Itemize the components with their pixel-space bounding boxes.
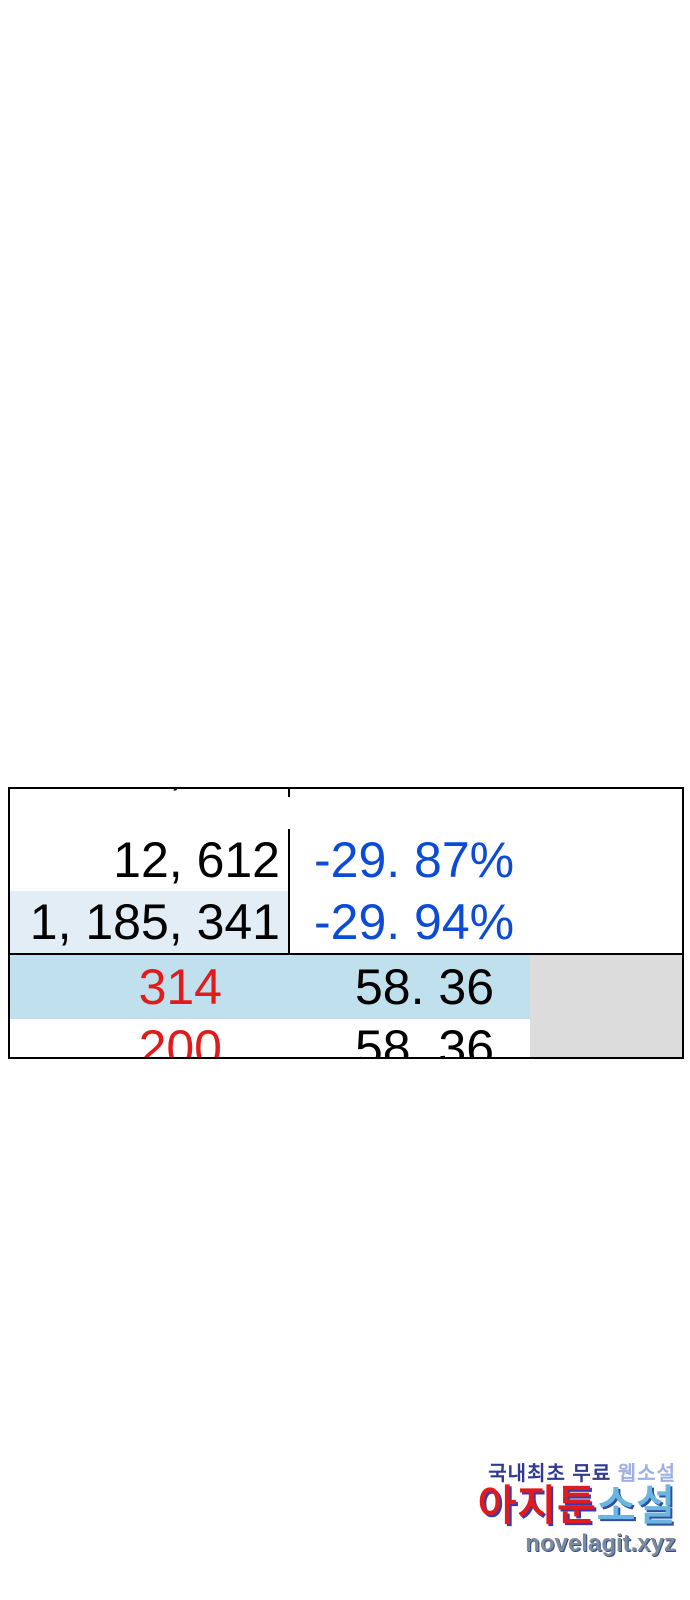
- table-row: 4, 530 -23. 73%: [10, 789, 682, 829]
- table-row: 314 58. 36: [10, 955, 682, 1019]
- price-cell[interactable]: 58. 36: [240, 1019, 530, 1057]
- watermark: 국내최초 무료 웹소설 아지툰소설 novelagit.xyz: [478, 1457, 676, 1558]
- empty-cell: [530, 955, 682, 1019]
- empty-cell: [530, 1019, 682, 1057]
- value-cell[interactable]: 4, 530: [10, 789, 290, 797]
- value-cell[interactable]: 1, 185, 341: [10, 891, 290, 953]
- value-cell[interactable]: 12, 612: [10, 829, 290, 891]
- table-row: 200 58. 36: [10, 1019, 682, 1057]
- watermark-brand: 아지툰소설: [478, 1484, 676, 1528]
- watermark-url: novelagit.xyz: [478, 1530, 676, 1558]
- price-cell[interactable]: 58. 36: [240, 955, 530, 1019]
- watermark-text: 소설: [597, 1482, 676, 1529]
- count-cell[interactable]: 314: [10, 955, 240, 1019]
- data-table: 4, 530 -23. 73% 12, 612 -29. 87% 1, 185,…: [8, 787, 684, 1059]
- count-cell[interactable]: 200: [10, 1019, 240, 1057]
- table-row: 12, 612 -29. 87%: [10, 829, 682, 891]
- table-row: 1, 185, 341 -29. 94%: [10, 891, 682, 953]
- upper-section: 4, 530 -23. 73% 12, 612 -29. 87% 1, 185,…: [10, 789, 682, 953]
- lower-section: 314 58. 36 200 58. 36: [10, 953, 682, 1057]
- percent-cell[interactable]: -29. 87%: [290, 829, 682, 891]
- percent-cell[interactable]: -29. 94%: [290, 891, 682, 953]
- watermark-text: 아지툰: [478, 1482, 597, 1529]
- percent-cell[interactable]: -23. 73%: [290, 789, 682, 797]
